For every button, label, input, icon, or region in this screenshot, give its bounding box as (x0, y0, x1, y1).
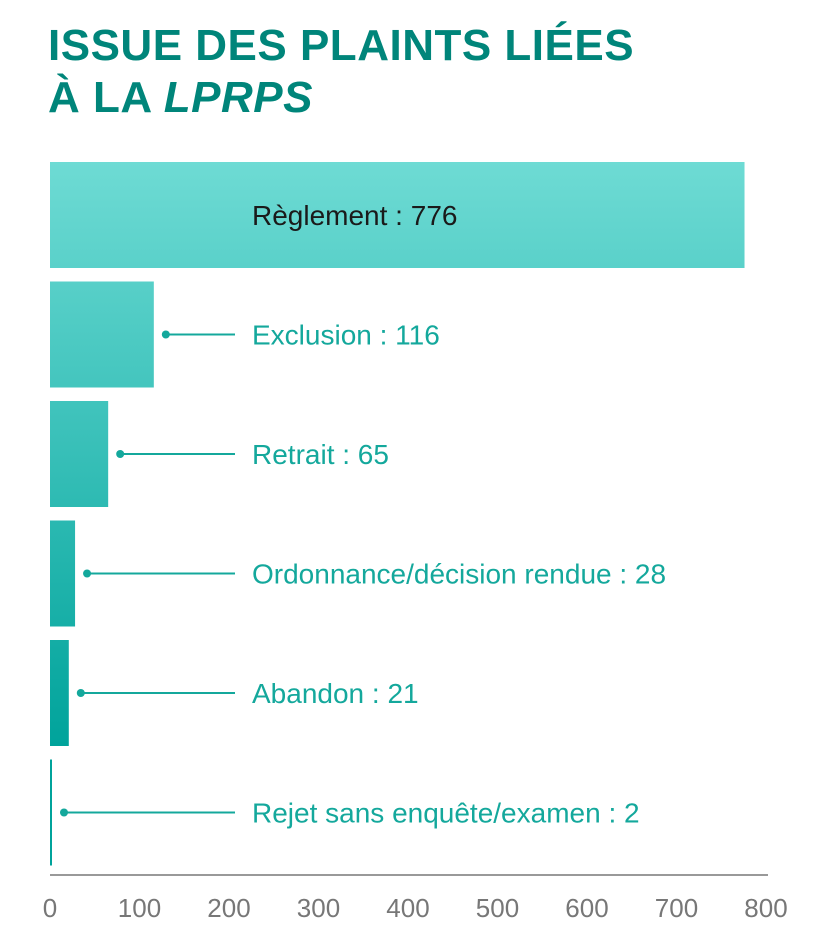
bar-4 (50, 520, 76, 627)
x-tick-label-600: 600 (565, 893, 608, 923)
connector-dot-6 (60, 808, 68, 817)
connector-dot-3 (116, 450, 125, 458)
connector-dot-4 (83, 569, 92, 578)
x-tick-label-100: 100 (118, 893, 161, 923)
bar-label-1: Règlement : 776 (252, 200, 457, 231)
bar-label-4: Ordonnance/décision rendue : 28 (252, 559, 666, 590)
chart-title-emphasis: LPRPS (163, 73, 313, 122)
bar-label-3: Retrait : 65 (252, 439, 389, 470)
bar-label-2: Exclusion : 116 (252, 320, 440, 351)
x-tick-label-200: 200 (207, 893, 250, 923)
connector-dot-5 (76, 689, 85, 697)
chart-title: ISSUE DES PLAINTS LIÉES À LA LPRPS (48, 20, 634, 124)
chart-title-line-2: À LA LPRPS (48, 72, 634, 124)
x-tick-label-700: 700 (655, 893, 698, 923)
connector-dot-2 (161, 330, 170, 339)
x-tick-label-300: 300 (297, 893, 340, 923)
bar-label-6: Rejet sans enquête/examen : 2 (252, 798, 640, 829)
x-tick-label-0: 0 (43, 893, 57, 923)
x-tick-label-500: 500 (476, 893, 519, 923)
chart-title-prefix: À LA (48, 73, 164, 122)
x-tick-label-800: 800 (744, 893, 787, 923)
bar-5 (50, 640, 69, 746)
bar-3 (50, 401, 109, 507)
bar-6 (50, 759, 52, 866)
bar-1 (50, 162, 745, 268)
bar-label-5: Abandon : 21 (252, 678, 419, 709)
x-tick-label-400: 400 (386, 893, 429, 923)
bar-2 (50, 281, 154, 388)
chart-title-line-1: ISSUE DES PLAINTS LIÉES (48, 21, 635, 70)
